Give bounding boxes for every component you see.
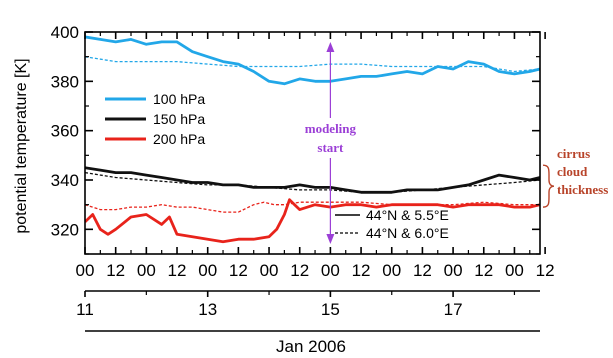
legend-location: 44°N & 5.5°E 44°N & 6.0°E — [335, 207, 449, 241]
day-axis-ticks: 11 13 15 17 — [76, 291, 516, 319]
day-tick-label: 17 — [444, 300, 463, 319]
modeling-start-label-line2: start — [317, 140, 344, 155]
modeling-start-label-line1: modeling — [305, 121, 357, 136]
x-tick-label: 00 — [505, 261, 524, 280]
series-line-100hpa-dashed — [85, 56, 540, 73]
legend-label-100hpa: 100 hPa — [153, 91, 205, 107]
legend-label-150hpa: 150 hPa — [153, 111, 205, 127]
x-tick-label: 12 — [168, 261, 187, 280]
y-tick-label: 380 — [51, 72, 79, 91]
x-tick-label: 12 — [290, 261, 309, 280]
series-line-200hpa-solid — [85, 198, 540, 244]
x-tick-label: 00 — [198, 261, 217, 280]
legend-label-200hpa: 200 hPa — [153, 131, 205, 147]
modeling-start-marker: modeling start — [296, 42, 365, 244]
x-tick-label: 00 — [137, 261, 156, 280]
modeling-start-arrow-bottom — [326, 234, 335, 244]
day-tick-label: 15 — [321, 300, 340, 319]
series-line-150hpa-solid — [85, 166, 540, 194]
modeling-start-label-bg — [296, 118, 365, 158]
y-tick-label: 360 — [51, 122, 79, 141]
legend-pressure: 100 hPa 150 hPa 200 hPa — [105, 91, 205, 147]
y-axis-ticks: 320 340 360 380 400 — [51, 23, 540, 255]
x-tick-label: 00 — [260, 261, 279, 280]
cirrus-label-line3: thickness — [557, 182, 608, 197]
legend-label-solid: 44°N & 5.5°E — [366, 207, 449, 223]
series-layer — [85, 35, 540, 244]
x-tick-label: 12 — [413, 261, 432, 280]
series-line-100hpa-solid — [85, 35, 540, 86]
x-tick-label: 00 — [444, 261, 463, 280]
series-line-200hpa-dashed — [85, 201, 540, 213]
x-tick-label: 12 — [352, 261, 371, 280]
cirrus-label-line1: cirrus — [557, 146, 590, 161]
x-tick-label: 12 — [536, 261, 555, 280]
series-line-150hpa-dashed — [85, 171, 540, 193]
x-tick-label: 00 — [321, 261, 340, 280]
x-tick-label: 12 — [229, 261, 248, 280]
plot-frame — [84, 31, 541, 255]
y-tick-label: 320 — [51, 220, 79, 239]
cirrus-bracket — [542, 164, 555, 208]
y-tick-label: 340 — [51, 171, 79, 190]
y-tick-label: 400 — [51, 23, 79, 42]
x-axis-ticks: 00 12 00 12 00 12 00 12 00 12 00 12 00 12 00 12 — [76, 32, 555, 280]
x-axis-title: Jan 2006 — [276, 337, 346, 356]
x-tick-label: 00 — [382, 261, 401, 280]
cirrus-annotation: cirrus cloud thickness — [542, 146, 608, 208]
y-axis-title: potential temperature [K] — [13, 58, 30, 233]
x-tick-label: 12 — [474, 261, 493, 280]
day-tick-label: 11 — [76, 300, 94, 319]
x-tick-label: 12 — [106, 261, 125, 280]
modeling-start-arrow-top — [326, 42, 335, 52]
legend-label-dashed: 44°N & 6.0°E — [366, 225, 449, 241]
x-tick-label: 00 — [76, 261, 95, 280]
cirrus-label-line2: cloud — [557, 164, 588, 179]
day-tick-label: 13 — [198, 300, 217, 319]
